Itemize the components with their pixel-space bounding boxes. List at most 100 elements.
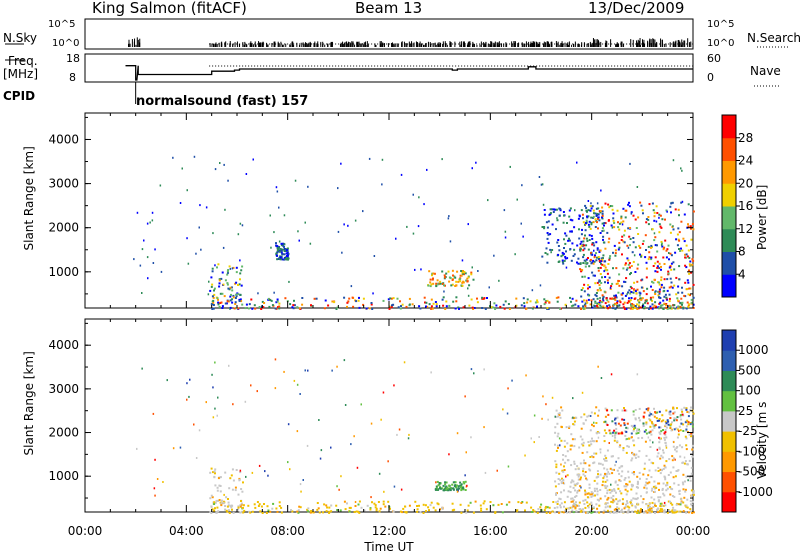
data-cell — [222, 246, 225, 249]
data-cell — [564, 242, 567, 245]
data-cell — [276, 510, 279, 513]
data-cell — [449, 489, 452, 492]
data-cell — [610, 432, 613, 435]
data-cell — [580, 427, 583, 430]
data-cell — [663, 302, 666, 305]
data-cell — [617, 487, 620, 490]
data-cell — [584, 475, 587, 477]
data-cell — [641, 242, 644, 245]
data-cell — [558, 249, 561, 252]
data-cell — [575, 504, 578, 507]
data-cell — [684, 480, 686, 483]
data-cell — [618, 299, 621, 302]
data-cell — [588, 234, 591, 237]
data-cell — [679, 498, 682, 501]
data-cell — [226, 300, 229, 303]
data-cell — [563, 482, 566, 485]
data-cell — [451, 279, 454, 281]
data-cell — [286, 247, 289, 250]
data-cell — [328, 512, 331, 514]
data-cell — [592, 221, 595, 224]
data-cell — [408, 297, 411, 300]
data-cell — [260, 308, 263, 310]
data-cell — [276, 251, 279, 254]
data-cell — [624, 263, 627, 266]
data-cell — [231, 468, 234, 471]
data-cell — [584, 498, 587, 501]
data-cell — [570, 305, 573, 307]
data-cell — [609, 432, 612, 435]
data-cell — [193, 423, 195, 426]
data-cell — [274, 387, 277, 390]
data-cell — [617, 226, 620, 229]
data-cell — [663, 295, 666, 298]
data-cell — [492, 306, 495, 309]
data-cell — [572, 505, 575, 508]
data-cell — [630, 297, 633, 299]
data-cell — [357, 510, 360, 513]
data-cell — [590, 202, 592, 205]
data-cell — [623, 485, 626, 488]
data-cell — [547, 233, 550, 236]
data-cell — [658, 223, 661, 226]
data-cell — [430, 283, 433, 286]
data-cell — [234, 301, 237, 304]
data-cell — [630, 499, 633, 502]
data-cell — [595, 511, 598, 514]
data-cell — [263, 302, 266, 304]
data-cell — [666, 419, 669, 422]
data-cell — [606, 299, 609, 302]
data-cell — [468, 304, 471, 307]
data-cell — [452, 274, 454, 277]
data-cell — [580, 209, 583, 212]
data-cell — [692, 296, 695, 299]
data-cell — [232, 479, 235, 482]
data-cell — [251, 510, 254, 513]
data-cell — [586, 511, 589, 514]
data-cell — [591, 306, 594, 309]
data-cell — [366, 504, 369, 507]
data-cell — [420, 268, 422, 271]
data-cell — [592, 298, 595, 301]
data-cell — [627, 470, 630, 473]
data-cell — [576, 490, 579, 492]
data-cell — [680, 422, 683, 425]
data-cell — [555, 493, 557, 496]
data-cell — [657, 290, 659, 293]
data-cell — [613, 508, 616, 511]
data-cell — [603, 475, 606, 478]
data-cell — [435, 485, 438, 488]
data-cell — [685, 437, 688, 440]
data-cell — [212, 304, 215, 306]
data-cell — [651, 303, 654, 306]
data-cell — [587, 414, 590, 417]
data-cell — [663, 246, 666, 249]
data-cell — [597, 289, 600, 292]
data-cell — [601, 463, 604, 466]
data-cell — [658, 436, 660, 439]
data-cell — [599, 249, 602, 252]
data-cell — [657, 452, 660, 455]
data-cell — [582, 441, 585, 444]
data-cell — [573, 438, 576, 441]
data-cell — [677, 291, 680, 294]
data-cell — [330, 510, 333, 513]
data-cell — [281, 248, 284, 251]
data-cell — [217, 396, 219, 399]
data-cell — [611, 435, 614, 437]
data-cell — [485, 508, 488, 511]
data-cell — [650, 421, 653, 424]
data-cell — [672, 457, 675, 460]
data-cell — [662, 299, 665, 302]
data-cell — [669, 223, 672, 226]
data-cell — [682, 501, 685, 504]
data-cell — [284, 297, 287, 300]
data-cell — [690, 238, 693, 241]
data-cell — [658, 446, 661, 449]
data-cell — [269, 299, 272, 301]
data-cell — [561, 259, 564, 262]
data-cell — [428, 509, 430, 512]
data-cell — [669, 427, 672, 429]
data-cell — [623, 422, 626, 425]
data-cell — [426, 305, 429, 308]
